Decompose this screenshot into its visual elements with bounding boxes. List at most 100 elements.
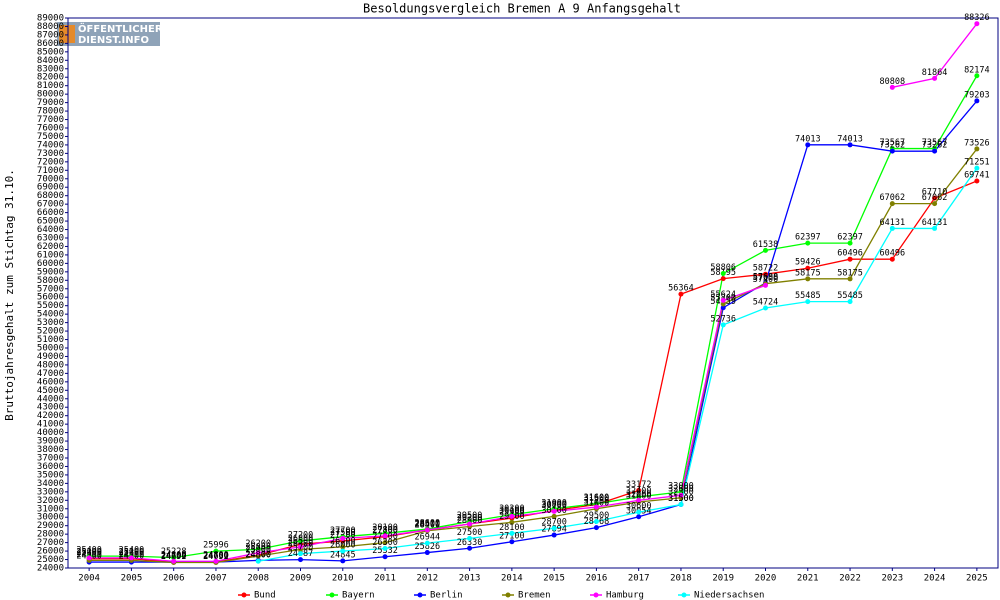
data-label: 30800 (541, 500, 567, 510)
y-tick-label: 46000 (37, 377, 64, 387)
data-label: 27800 (372, 525, 398, 535)
y-tick-label: 75000 (37, 132, 64, 142)
data-point (974, 165, 980, 171)
data-point (424, 540, 430, 546)
data-label: 27500 (457, 528, 483, 538)
y-tick-label: 31000 (37, 504, 64, 514)
y-tick-label: 65000 (37, 217, 64, 227)
y-tick-label: 83000 (37, 64, 64, 74)
data-point (636, 497, 642, 503)
data-label: 26200 (245, 539, 271, 549)
data-label: 71251 (964, 158, 990, 168)
data-point (340, 544, 346, 550)
data-label: 27100 (499, 531, 525, 541)
data-label: 74013 (837, 134, 863, 144)
data-point (932, 201, 938, 207)
data-point (382, 546, 388, 552)
data-label: 28600 (415, 519, 441, 529)
data-label: 25400 (119, 546, 145, 556)
y-tick-label: 40000 (37, 428, 64, 438)
y-tick-label: 88000 (37, 22, 64, 32)
data-point (763, 271, 768, 277)
data-point (763, 247, 768, 253)
data-label: 88326 (964, 13, 990, 23)
y-tick-label: 77000 (37, 115, 64, 125)
data-label: 24700 (203, 552, 229, 562)
y-tick-label: 73000 (37, 149, 64, 159)
y-tick-label: 54000 (37, 310, 64, 320)
x-tick-label: 2017 (628, 574, 650, 584)
data-point (847, 240, 853, 246)
data-label: 24652 (161, 552, 187, 562)
data-label: 28700 (541, 518, 567, 528)
data-point (932, 148, 938, 154)
data-label: 31200 (584, 497, 610, 507)
data-point (720, 301, 726, 307)
x-tick-label: 2023 (881, 574, 903, 584)
x-tick-label: 2009 (290, 574, 312, 584)
data-point (889, 225, 895, 231)
data-point (678, 291, 684, 297)
x-tick-label: 2010 (332, 574, 354, 584)
data-label: 26200 (288, 539, 314, 549)
data-point (889, 256, 895, 262)
y-tick-label: 48000 (37, 360, 64, 370)
y-tick-label: 76000 (37, 124, 64, 134)
data-label: 31500 (668, 494, 694, 504)
data-point (847, 299, 853, 305)
legend-marker (241, 592, 247, 598)
y-tick-label: 80000 (37, 90, 64, 100)
y-tick-label: 51000 (37, 335, 64, 345)
data-label: 67710 (922, 188, 948, 198)
data-point (974, 146, 980, 152)
legend-item: Niedersachsen (678, 591, 764, 600)
data-label: 32300 (668, 487, 694, 497)
legend-label: Bremen (518, 591, 551, 600)
data-label: 67062 (922, 193, 948, 203)
legend-label: Hamburg (606, 591, 644, 600)
data-label: 25700 (288, 543, 314, 553)
y-tick-label: 62000 (37, 242, 64, 252)
data-label: 26500 (330, 536, 356, 546)
data-label: 24900 (119, 550, 145, 560)
data-point (382, 533, 388, 539)
y-tick-label: 87000 (37, 30, 64, 40)
series-line (89, 148, 978, 564)
x-tick-label: 2006 (163, 574, 185, 584)
data-point (424, 550, 430, 556)
x-tick-label: 2007 (205, 574, 227, 584)
x-tick-label: 2025 (966, 574, 988, 584)
data-point (889, 148, 895, 154)
data-label: 24652 (203, 552, 229, 562)
data-point (340, 535, 346, 541)
data-point (509, 539, 515, 545)
data-point (678, 502, 684, 508)
data-label: 29200 (457, 514, 483, 524)
data-label: 31500 (584, 494, 610, 504)
y-tick-label: 24000 (37, 564, 64, 574)
y-tick-label: 27000 (37, 538, 64, 548)
data-label: 24900 (76, 550, 102, 560)
y-tick-label: 25000 (37, 555, 64, 565)
data-label: 31000 (584, 498, 610, 508)
data-label: 73567 (922, 138, 948, 148)
data-point (763, 282, 768, 288)
data-point (763, 305, 768, 311)
data-point (889, 201, 895, 207)
data-label: 29500 (584, 511, 610, 521)
plot-frame (67, 17, 999, 569)
y-tick-label: 66000 (37, 208, 64, 218)
series-line (89, 75, 978, 559)
data-label: 25200 (76, 547, 102, 557)
data-label: 27700 (330, 526, 356, 536)
data-point (974, 73, 980, 79)
data-point (298, 544, 303, 550)
data-label: 30600 (626, 502, 652, 512)
data-label: 25100 (119, 548, 145, 558)
data-label: 81864 (922, 68, 948, 78)
data-point (720, 270, 726, 276)
y-tick-label: 53000 (37, 318, 64, 328)
y-tick-label: 70000 (37, 174, 64, 184)
data-label: 32400 (626, 486, 652, 496)
y-tick-label: 85000 (37, 47, 64, 57)
